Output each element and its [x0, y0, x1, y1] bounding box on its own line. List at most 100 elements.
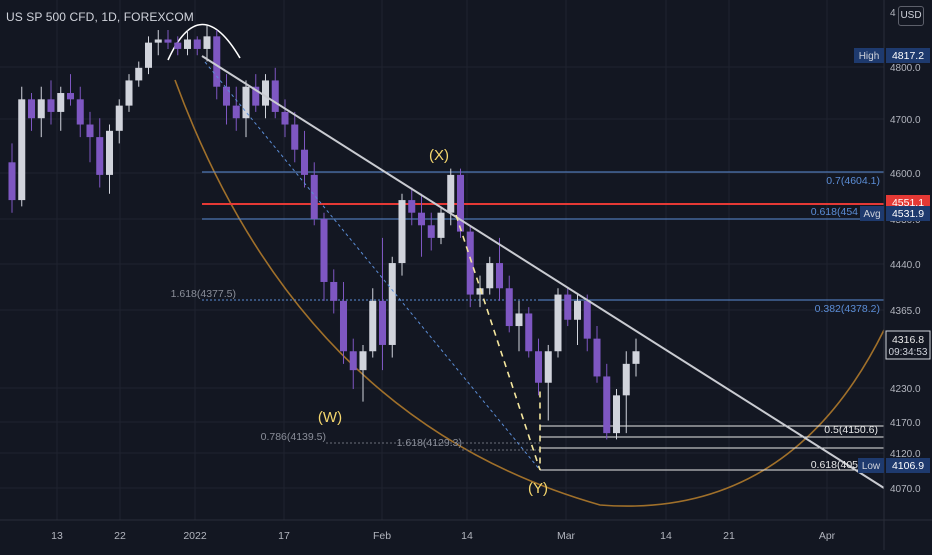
svg-text:4531.9: 4531.9: [892, 208, 924, 220]
candle-body: [310, 174, 318, 219]
time-tick-label: Apr: [819, 530, 836, 542]
candle-body: [612, 395, 621, 434]
candle-body: [554, 294, 562, 352]
price-tick-label: 4120.0: [890, 449, 921, 460]
cycle-curve: [174, 79, 885, 507]
wave-y-path: [455, 214, 541, 471]
candle-body: [135, 67, 143, 81]
price-tick-label: 4365.0: [890, 306, 921, 317]
candle-body: [388, 263, 396, 345]
candle-body: [193, 39, 201, 49]
candle-body: [417, 212, 426, 226]
candles-group: [8, 25, 640, 440]
fib-label-0382: 0.382(4378.2): [815, 303, 880, 315]
price-tick-label: 4230.0: [890, 384, 921, 395]
candle-body: [27, 99, 36, 119]
candle-body: [300, 149, 309, 175]
svg-text:4817.2: 4817.2: [892, 50, 924, 62]
candle-body: [427, 225, 435, 238]
candle-body: [515, 313, 523, 327]
candle-body: [564, 294, 572, 320]
last-price-badge: 4316.8 09:34:53: [885, 330, 931, 360]
candle-body: [203, 36, 211, 49]
candle-body: [261, 80, 270, 106]
candle-body: [593, 338, 601, 377]
candle-body: [486, 263, 494, 289]
time-tick-label: 21: [723, 530, 735, 542]
candle-body: [291, 124, 299, 150]
grid-lines: [0, 0, 884, 520]
candle-body: [232, 105, 240, 119]
wave-label-y: (Y): [528, 480, 548, 497]
price-tick-label: 4440.0: [890, 260, 921, 271]
time-tick-label: 2022: [183, 530, 207, 542]
price-tick-label: 4170.0: [890, 418, 921, 429]
time-tick-label: 22: [114, 530, 126, 542]
candle-body: [320, 218, 328, 282]
candle-body: [437, 212, 445, 238]
candle-body: [466, 231, 474, 295]
candle-body: [544, 351, 552, 383]
wave-label-w: (W): [318, 409, 342, 426]
price-tick-label: 4800.0: [890, 63, 921, 74]
fib-label-0618-top: 0.618(454: [811, 206, 858, 218]
currency-button[interactable]: USD: [898, 6, 924, 26]
candle-body: [242, 86, 250, 119]
candle-body: [222, 86, 231, 106]
candle-body: [96, 137, 104, 175]
time-tick-label: 14: [461, 530, 473, 542]
fib-label-1618-left: 1.618(4377.5): [171, 288, 236, 300]
svg-text:4316.8: 4316.8: [892, 334, 924, 346]
candle-body: [378, 300, 387, 345]
candle-body: [476, 288, 484, 295]
candle-body: [8, 162, 16, 201]
symbol-title: US SP 500 CFD, 1D, FOREXCOM: [6, 10, 194, 24]
candle-body: [573, 300, 582, 320]
fib-projection-line: [204, 61, 541, 471]
candle-body: [359, 351, 367, 371]
candle-body: [339, 300, 348, 352]
time-tick-label: 14: [660, 530, 672, 542]
candle-body: [164, 39, 172, 43]
candle-body: [213, 36, 221, 87]
price-axis-top-partial: 4: [890, 8, 896, 19]
candle-body: [622, 363, 630, 396]
candle-body: [252, 86, 260, 106]
time-axis[interactable]: 13 22 2022 17 Feb 14 Mar 14 21 Apr: [51, 530, 836, 542]
svg-text:Low: Low: [862, 461, 881, 472]
fib-label-0786: 0.786(4139.5): [261, 431, 326, 443]
low-badge: Low 4106.9: [858, 458, 930, 473]
time-tick-label: Feb: [373, 530, 391, 542]
candle-body: [281, 111, 289, 125]
candle-body: [86, 124, 94, 138]
fib-label-1618-low: 1.618(4129.3): [397, 437, 462, 449]
candle-body: [369, 300, 377, 352]
candle-body: [174, 42, 182, 49]
candle-body: [18, 99, 26, 201]
candle-body: [525, 313, 533, 352]
candle-body: [534, 351, 543, 383]
fib-label-05: 0.5(4150.6): [824, 424, 878, 436]
candle-body: [632, 351, 640, 364]
price-tick-label: 4700.0: [890, 115, 921, 126]
candle-body: [66, 93, 75, 100]
candle-body: [105, 130, 114, 175]
price-tick-label: 4600.0: [890, 169, 921, 180]
candle-body: [144, 42, 153, 68]
candle-body: [603, 376, 611, 434]
drawing-lines: [201, 55, 885, 489]
candle-body: [447, 174, 455, 213]
time-tick-label: Mar: [557, 530, 576, 542]
candle-body: [76, 99, 84, 125]
fib-label-0618-low: 0.618(405: [811, 459, 858, 471]
time-tick-label: 13: [51, 530, 63, 542]
candle-body: [115, 105, 123, 131]
candle-body: [37, 99, 45, 119]
candle-body: [154, 39, 162, 43]
fib-label-07: 0.7(4604.1): [826, 175, 880, 187]
time-tick-label: 17: [278, 530, 290, 542]
candle-body: [57, 93, 65, 112]
